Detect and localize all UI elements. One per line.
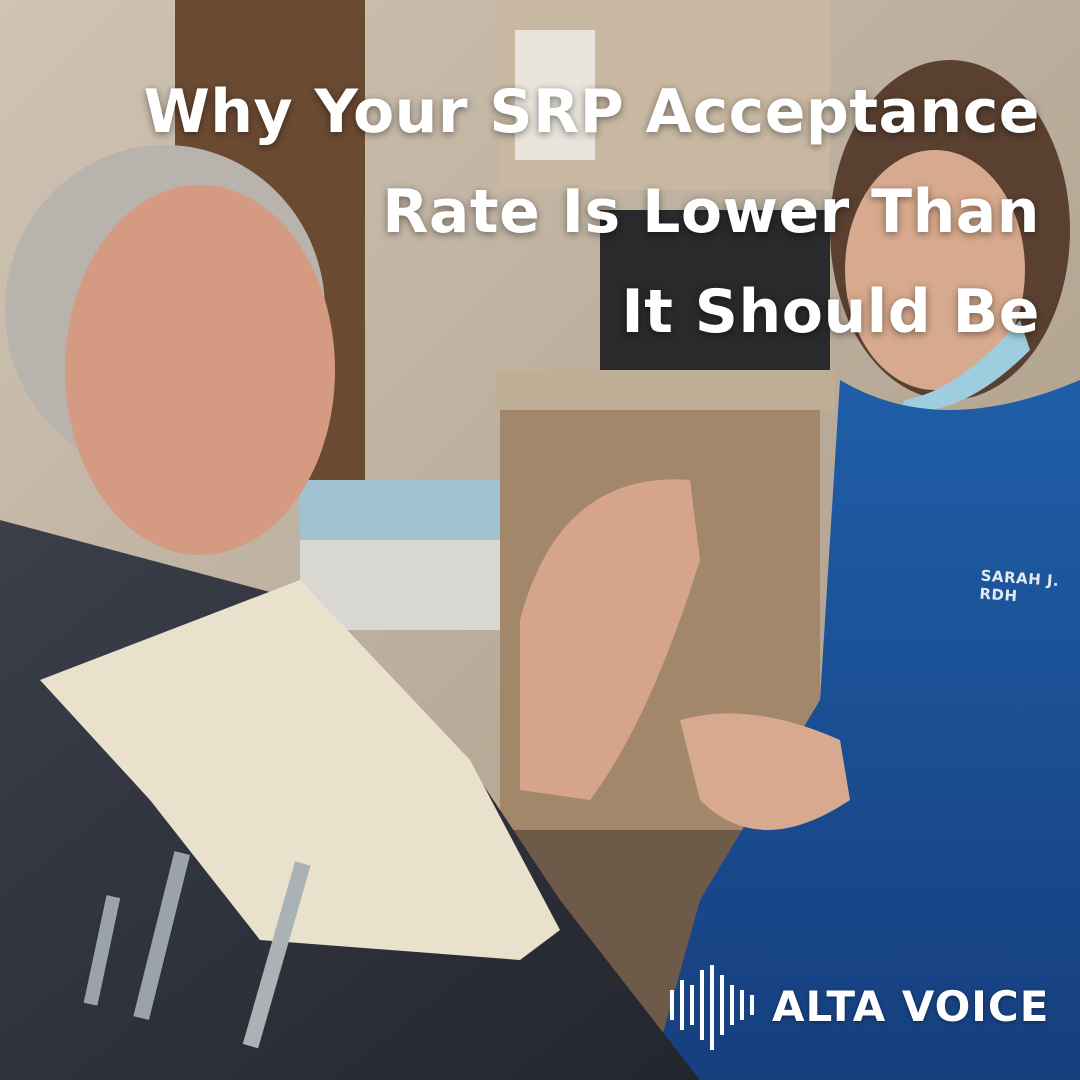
- headline-line: Why Your SRP Acceptance: [143, 77, 1040, 147]
- headline-line: It Should Be: [621, 277, 1040, 347]
- name-badge: SARAH J. RDH: [978, 566, 1060, 606]
- logo-icon: [670, 965, 754, 1050]
- logo-text: ALTA VOICE: [772, 982, 1050, 1031]
- headline-line: Rate Is Lower Than: [382, 177, 1040, 247]
- headline: Why Your SRP Acceptance Rate Is Lower Th…: [144, 62, 1040, 362]
